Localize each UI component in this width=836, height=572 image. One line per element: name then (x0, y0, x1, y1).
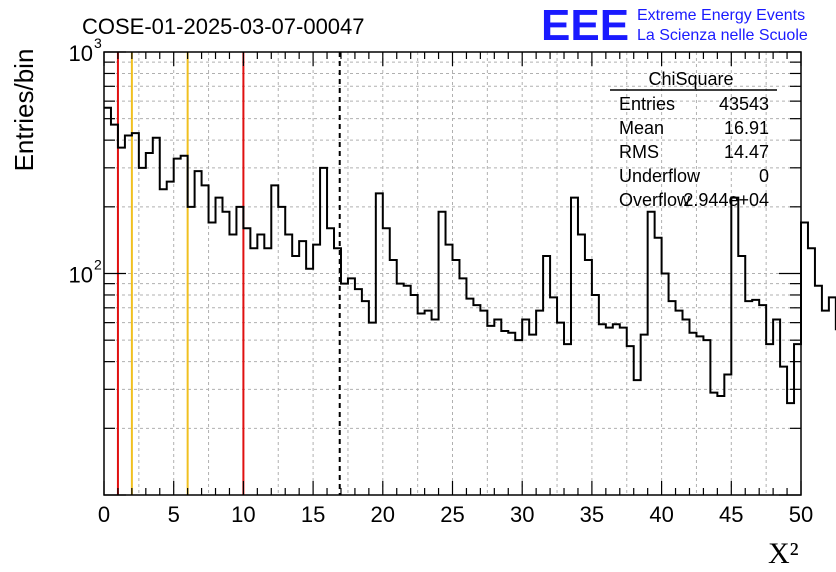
stats-title: ChiSquare (648, 69, 733, 89)
eee-logo-text: EEE (541, 1, 629, 50)
stats-box: ChiSquare Entries 43543 Mean 16.91 RMS 14.47 U… (610, 69, 777, 210)
histogram-line (104, 106, 836, 405)
run-title: COSE-01-2025-03-07-00047 (82, 14, 365, 39)
stats-value: 2.944e+04 (683, 190, 769, 210)
y-axis-label: Entries/bin (9, 49, 39, 172)
x-axis: 0 5 10 15 20 25 30 35 40 45 50 (98, 52, 813, 527)
x-tick-label: 40 (649, 502, 673, 527)
stats-value: 16.91 (724, 118, 769, 138)
x-tick-label: 5 (168, 502, 180, 527)
y-tick-exponent: 3 (94, 35, 102, 51)
x-tick-label: 15 (301, 502, 325, 527)
stats-label: Mean (619, 118, 664, 138)
y-tick-label: 10 (69, 41, 93, 66)
stats-value: 0 (759, 166, 769, 186)
stats-label: RMS (619, 142, 659, 162)
stats-label: Entries (619, 94, 675, 114)
brand-line-1: Extreme Energy Events (637, 7, 805, 24)
stats-label: Overflow (619, 190, 691, 210)
eee-logo: EEE Extreme Energy Events La Scienza nel… (541, 1, 808, 50)
brand-line-2: La Scienza nelle Scuole (637, 27, 808, 44)
y-tick-label: 10 (69, 263, 93, 288)
x-tick-label: 0 (98, 502, 110, 527)
x-tick-label: 30 (510, 502, 534, 527)
y-tick-exponent: 2 (94, 257, 102, 273)
x-tick-label: 20 (371, 502, 395, 527)
stats-value: 43543 (719, 94, 769, 114)
x-axis-label: X² (768, 537, 799, 570)
x-tick-label: 35 (580, 502, 604, 527)
stats-label: Underflow (619, 166, 701, 186)
x-tick-label: 45 (719, 502, 743, 527)
stats-value: 14.47 (724, 142, 769, 162)
reference-lines (116, 52, 341, 495)
grid-lines (104, 52, 801, 495)
x-tick-label: 25 (440, 502, 464, 527)
x-tick-label: 10 (231, 502, 255, 527)
x-tick-label: 50 (789, 502, 813, 527)
